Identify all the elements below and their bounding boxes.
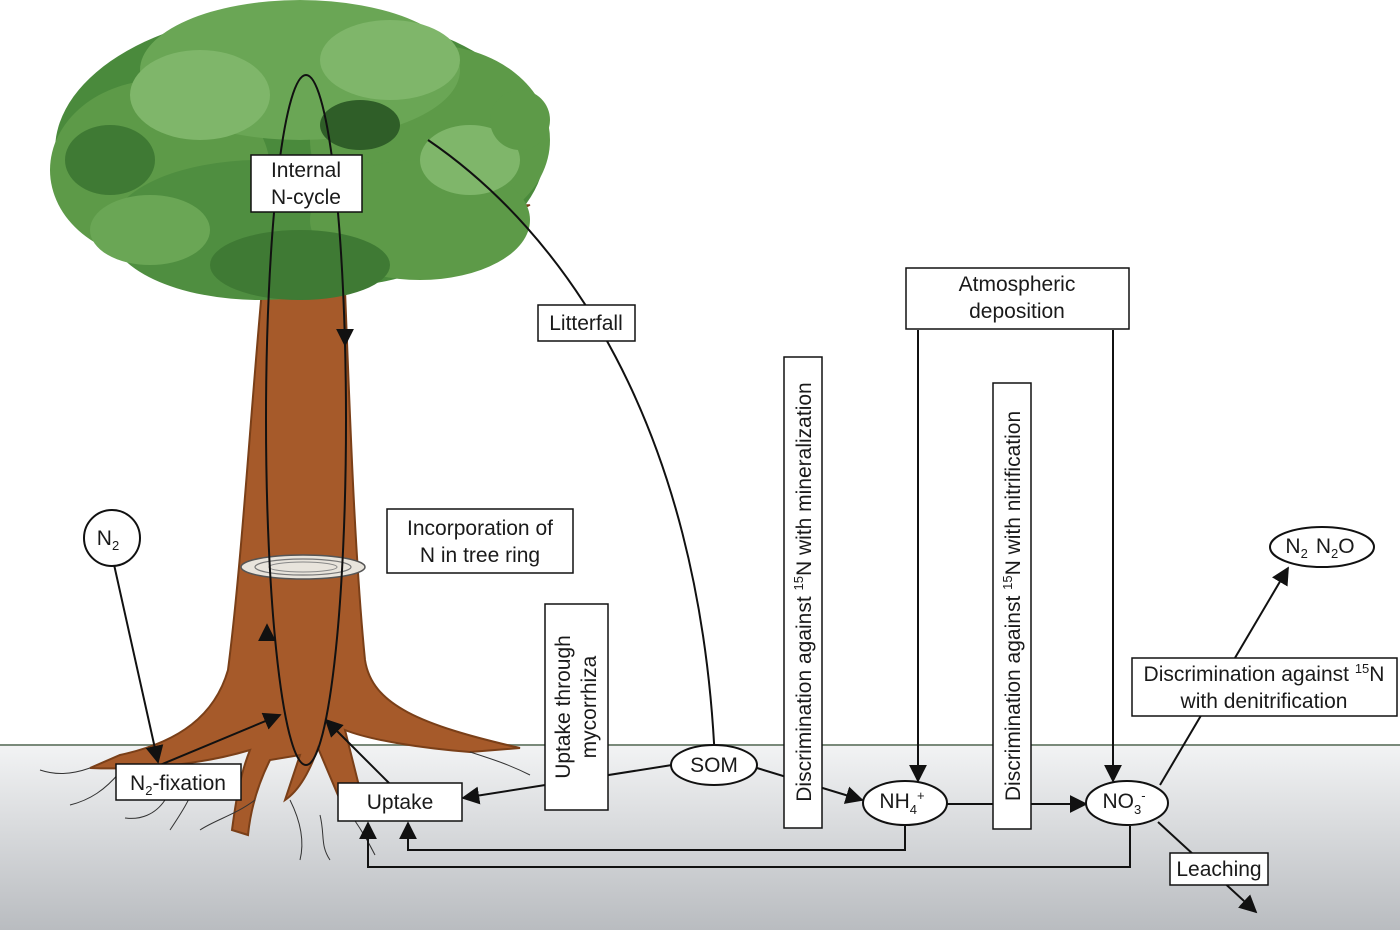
svg-text:Discrimination against 15N wit: Discrimination against 15N with nitrific…	[1000, 411, 1025, 801]
flow-arrows	[112, 74, 1289, 914]
svg-text:Internal: Internal	[271, 159, 341, 182]
nh4-node: NH4+	[862, 780, 948, 826]
uptake-to-trunk-arrow	[324, 718, 391, 785]
atmospheric-deposition-label: Atmospheric deposition	[905, 267, 1130, 330]
svg-text:N-cycle: N-cycle	[271, 186, 341, 209]
svg-text:N2: N2	[97, 527, 119, 553]
mycorrhiza-label: Uptake through mycorrhiza	[544, 603, 609, 811]
svg-text:NH4+: NH4+	[879, 788, 924, 817]
denitrification-label: Discrimination against 15N with denitrif…	[1131, 657, 1398, 717]
nh4-to-uptake-arrow	[399, 821, 906, 851]
n2-fixation-label: N2-fixation	[115, 763, 242, 801]
svg-text:Incorporation of: Incorporation of	[407, 517, 553, 540]
svg-text:N in tree ring: N in tree ring	[420, 544, 540, 567]
tree-canopy	[50, 0, 550, 300]
svg-text:Atmospheric: Atmospheric	[959, 273, 1076, 296]
internal-cycle-loop	[265, 74, 347, 766]
tree-ring-label: Incorporation of N in tree ring	[386, 508, 574, 574]
svg-text:Leaching: Leaching	[1176, 858, 1261, 881]
mineralization-label: Discrimination against 15N with minerali…	[783, 356, 823, 829]
svg-text:with denitrification: with denitrification	[1180, 690, 1348, 713]
svg-text:SOM: SOM	[690, 754, 738, 777]
gases-node: N2 N2O	[1269, 526, 1375, 568]
svg-text:deposition: deposition	[969, 300, 1065, 323]
nitrification-label: Discrimination against 15N with nitrific…	[992, 382, 1032, 830]
internal-cycle-label: Internal N-cycle	[250, 154, 363, 213]
svg-text:mycorrhiza: mycorrhiza	[578, 655, 601, 758]
svg-text:Discrimination against 15N: Discrimination against 15N	[1144, 661, 1385, 686]
no3-node: NO3-	[1085, 780, 1169, 826]
tree	[39, 0, 550, 861]
litterfall-arrow	[427, 139, 724, 764]
som-node: SOM	[670, 744, 758, 786]
svg-text:Uptake: Uptake	[367, 791, 434, 814]
no3-to-uptake-arrow	[359, 821, 1131, 868]
uptake-label: Uptake	[337, 782, 463, 822]
n2-to-fixation-arrow	[112, 559, 164, 764]
svg-text:Discrimination against 15N wit: Discrimination against 15N with minerali…	[791, 382, 816, 801]
svg-text:Litterfall: Litterfall	[549, 312, 623, 335]
tree-ring	[240, 554, 366, 580]
n2-node: N2	[83, 509, 141, 567]
fixation-to-trunk-arrow	[159, 712, 282, 766]
leaching-label: Leaching	[1169, 852, 1269, 886]
svg-text:N2-fixation: N2-fixation	[130, 772, 226, 798]
svg-text:Uptake through: Uptake through	[552, 635, 575, 779]
litterfall-label: Litterfall	[537, 304, 636, 342]
svg-text:NO3-: NO3-	[1102, 788, 1145, 817]
